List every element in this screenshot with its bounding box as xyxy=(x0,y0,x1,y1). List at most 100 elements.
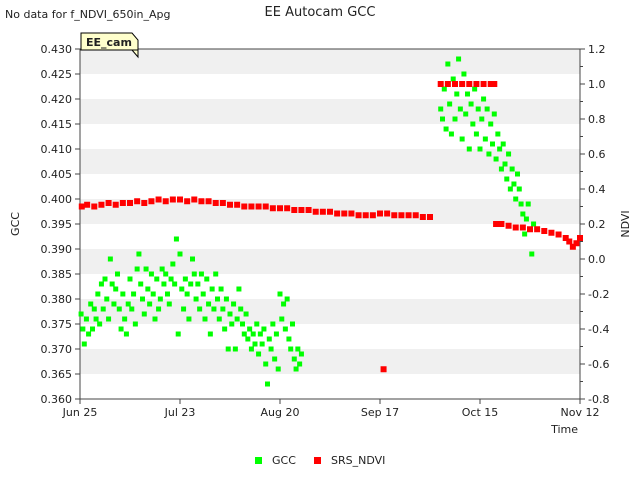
gcc-point xyxy=(290,321,295,327)
gcc-point xyxy=(238,306,244,312)
gcc-point xyxy=(78,311,84,317)
gcc-point xyxy=(248,346,254,352)
left-tick-label: 0.405 xyxy=(41,168,73,181)
left-tick-label: 0.360 xyxy=(41,393,73,406)
gcc-point xyxy=(186,316,192,322)
right-tick-label: -0.8 xyxy=(588,393,609,406)
ndvi-point xyxy=(527,226,533,233)
gcc-point xyxy=(295,346,301,352)
gcc-point xyxy=(270,321,276,327)
ndvi-point xyxy=(341,210,348,217)
gcc-point xyxy=(529,251,535,257)
gcc-point xyxy=(172,281,178,287)
ndvi-point xyxy=(84,201,91,208)
left-tick-label: 0.420 xyxy=(41,93,73,106)
gcc-point xyxy=(470,121,476,127)
gcc-point xyxy=(454,91,460,97)
gcc-point xyxy=(448,131,454,137)
gcc-point xyxy=(279,316,285,322)
ndvi-point xyxy=(219,200,226,206)
gcc-point xyxy=(90,326,95,332)
gcc-point xyxy=(165,291,170,297)
gcc-point xyxy=(488,121,494,127)
gcc-point xyxy=(148,271,154,277)
grid-band xyxy=(80,49,580,74)
gcc-point xyxy=(170,261,176,267)
gcc-point xyxy=(227,311,233,317)
gcc-point xyxy=(502,161,508,167)
site-label-box xyxy=(80,32,139,59)
legend: GCC SRS_NDVI xyxy=(255,454,385,467)
gcc-point xyxy=(156,306,162,312)
gcc-point xyxy=(195,281,201,287)
gcc-point xyxy=(134,266,140,272)
right-tick-label: -0.2 xyxy=(588,288,609,301)
x-tick-label: Aug 20 xyxy=(261,406,300,419)
gcc-point xyxy=(468,101,474,107)
no-data-note: No data for f_NDVI_650in_Apg xyxy=(5,8,171,21)
gcc-point xyxy=(216,316,222,322)
gcc-point xyxy=(256,351,262,357)
right-tick-label: 0.2 xyxy=(588,218,606,231)
gcc-point xyxy=(481,96,487,102)
ndvi-point xyxy=(162,198,169,205)
gcc-point xyxy=(438,106,444,112)
gcc-point xyxy=(220,306,226,312)
gcc-point xyxy=(225,346,231,352)
gcc-point xyxy=(113,286,119,292)
ndvi-point xyxy=(334,210,341,217)
left-axis: 0.360 0.365 0.370 0.375 0.380 0.385 0.390 0.395… xyxy=(41,43,80,406)
left-tick-label: 0.395 xyxy=(41,218,73,231)
gcc-point xyxy=(291,356,297,362)
gcc-point xyxy=(513,196,519,202)
ndvi-point xyxy=(444,81,451,87)
gcc-point xyxy=(223,296,229,302)
right-tick-label: -0.6 xyxy=(588,358,609,371)
ndvi-point xyxy=(198,198,205,205)
x-axis-label: Time xyxy=(550,423,578,436)
gcc-point xyxy=(479,116,485,122)
gcc-point xyxy=(175,331,181,337)
gcc-point xyxy=(120,291,126,297)
gcc-point xyxy=(123,331,129,337)
gcc-point xyxy=(206,301,212,307)
gcc-point xyxy=(173,236,179,242)
gcc-point xyxy=(109,281,115,287)
gcc-point xyxy=(143,266,149,272)
ndvi-point xyxy=(377,210,383,217)
gcc-point xyxy=(531,221,537,227)
gcc-point xyxy=(145,286,151,292)
site-label: EE_cam xyxy=(80,32,139,59)
legend-swatch-gcc xyxy=(255,457,262,464)
gcc-point xyxy=(482,136,488,142)
gcc-point xyxy=(472,86,478,92)
gcc-point xyxy=(254,321,260,327)
gcc-point xyxy=(182,276,188,282)
gcc-point xyxy=(440,116,445,122)
gcc-point xyxy=(231,301,237,307)
gcc-point xyxy=(190,256,195,262)
ndvi-point xyxy=(480,81,487,87)
gcc-point xyxy=(107,256,113,262)
gcc-point xyxy=(456,56,462,62)
gcc-point xyxy=(163,271,169,277)
ndvi-point xyxy=(534,226,541,233)
ndvi-point xyxy=(577,235,583,241)
gcc-point xyxy=(475,106,481,112)
gcc-point xyxy=(506,151,512,157)
gcc-point xyxy=(441,86,447,92)
gcc-point xyxy=(236,286,242,292)
ndvi-point xyxy=(327,208,333,215)
ndvi-point xyxy=(541,228,548,234)
gcc-point xyxy=(104,296,110,302)
right-tick-label: 0.8 xyxy=(588,113,606,126)
gcc-point xyxy=(98,281,104,287)
gcc-point xyxy=(100,306,106,312)
ndvi-point xyxy=(355,212,362,219)
gcc-point xyxy=(261,326,267,332)
gcc-point xyxy=(465,91,470,97)
ndvi-point xyxy=(569,243,576,250)
ndvi-point xyxy=(241,203,248,210)
left-tick-label: 0.425 xyxy=(41,68,73,81)
ndvi-point xyxy=(562,235,569,241)
